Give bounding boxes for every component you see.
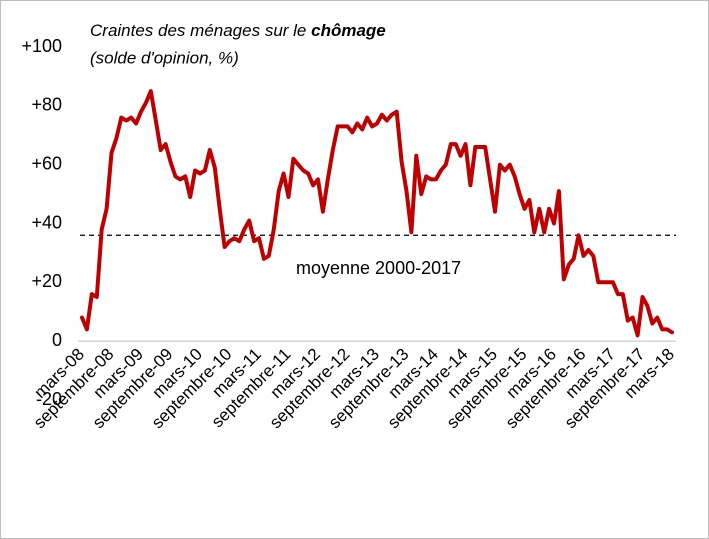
y-tick-label: +80 (31, 95, 62, 115)
chart-title: Craintes des ménages sur le chômage (90, 21, 386, 40)
data-line (80, 89, 674, 338)
y-tick-label: 0 (52, 330, 62, 350)
chart-subtitle: (solde d'opinion, %) (90, 48, 239, 67)
title-text: Craintes des ménages sur le (90, 21, 306, 40)
y-tick-label: +20 (31, 271, 62, 291)
y-tick-label: +40 (31, 212, 62, 232)
title-emphasis: chômage (311, 21, 386, 40)
y-tick-label: -20 (36, 389, 62, 409)
y-tick-label: +60 (31, 153, 62, 173)
y-tick-label: +100 (21, 36, 62, 56)
mean-label: moyenne 2000-2017 (296, 258, 461, 278)
